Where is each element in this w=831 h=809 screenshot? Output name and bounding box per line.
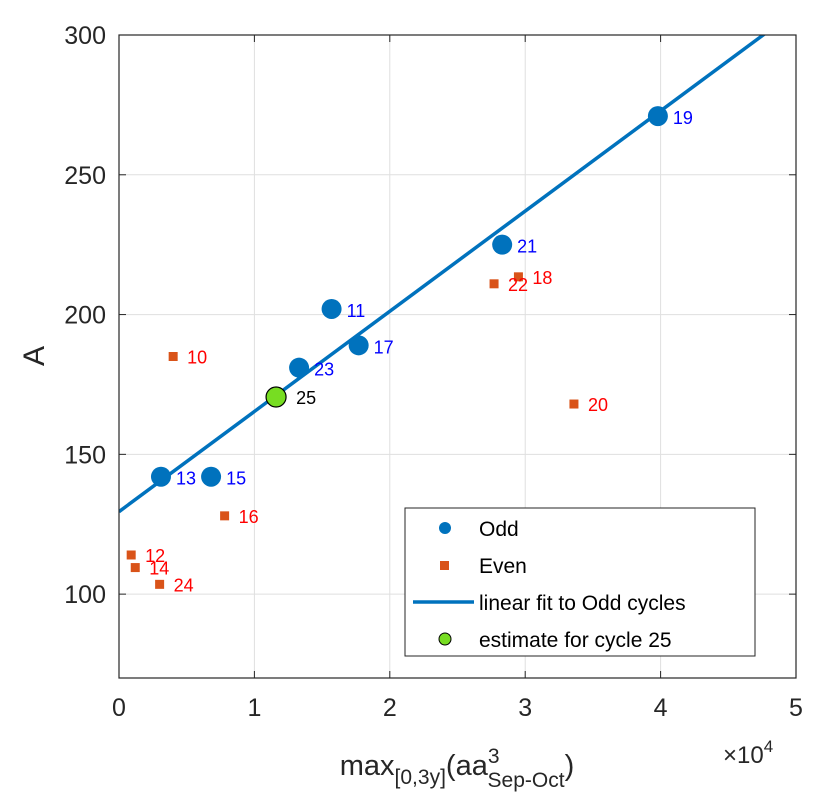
y-tick-label: 300 (64, 22, 106, 50)
odd-point (348, 335, 369, 356)
x-axis-multiplier: ×104 (723, 737, 773, 769)
even-point (489, 279, 499, 289)
x-tick-label: 0 (112, 694, 126, 722)
even-point-label: 14 (149, 559, 169, 579)
y-tick-label: 250 (64, 162, 106, 190)
odd-point (289, 357, 310, 378)
even-point (155, 579, 165, 589)
even-point (513, 272, 523, 282)
even-point-label: 12 (145, 546, 165, 566)
even-point-label: 22 (508, 275, 528, 295)
y-tick-label: 200 (64, 302, 106, 330)
even-point-label: 16 (239, 507, 259, 527)
legend-box (404, 507, 756, 657)
legend-even-marker (440, 561, 449, 570)
legend-odd-label: Odd (479, 518, 519, 541)
legend-fit-label: linear fit to Odd cycles (479, 592, 686, 615)
even-point-label: 10 (187, 348, 207, 368)
estimate-point (265, 386, 287, 408)
fit-line (119, 35, 767, 514)
even-point (569, 399, 579, 409)
even-point (130, 563, 140, 573)
legend: Odd Even linear fit to Odd cycles estima… (404, 507, 756, 657)
y-tick-label: 150 (64, 441, 106, 469)
x-tick-label: 2 (383, 694, 397, 722)
odd-point-label: 21 (517, 237, 537, 257)
y-axis-label: A (18, 346, 51, 366)
legend-estimate-marker (438, 632, 452, 646)
x-axis-label: max[0,3y](aa3 Sep-Oct) (340, 745, 574, 792)
odd-point (647, 106, 668, 127)
even-point-label: 20 (588, 395, 608, 415)
legend-odd-marker (439, 522, 451, 534)
odd-point (321, 298, 342, 319)
x-tick-label: 4 (654, 694, 668, 722)
x-tick-label: 5 (789, 694, 803, 722)
odd-point-label: 23 (314, 360, 334, 380)
y-tick-label: 100 (64, 581, 106, 609)
even-point (220, 511, 230, 521)
estimate-point-label: 25 (296, 388, 316, 408)
odd-point-label: 13 (176, 469, 196, 489)
odd-point-label: 11 (347, 301, 366, 321)
even-point-label: 24 (174, 575, 194, 595)
odd-point (201, 466, 222, 487)
legend-estimate-label: estimate for cycle 25 (479, 629, 672, 652)
odd-point-label: 15 (226, 469, 246, 489)
odd-point (150, 466, 171, 487)
even-point (126, 550, 136, 560)
data-marks (126, 106, 668, 589)
even-point-label: 18 (532, 268, 552, 288)
odd-point (492, 234, 513, 255)
x-tick-label: 3 (518, 694, 532, 722)
legend-even-label: Even (479, 555, 527, 578)
even-point (168, 352, 178, 361)
odd-point-label: 19 (673, 108, 693, 128)
x-tick-label: 1 (247, 694, 261, 722)
grid (119, 35, 796, 678)
plot-frame (118, 34, 797, 679)
odd-point-label: 17 (374, 337, 394, 357)
